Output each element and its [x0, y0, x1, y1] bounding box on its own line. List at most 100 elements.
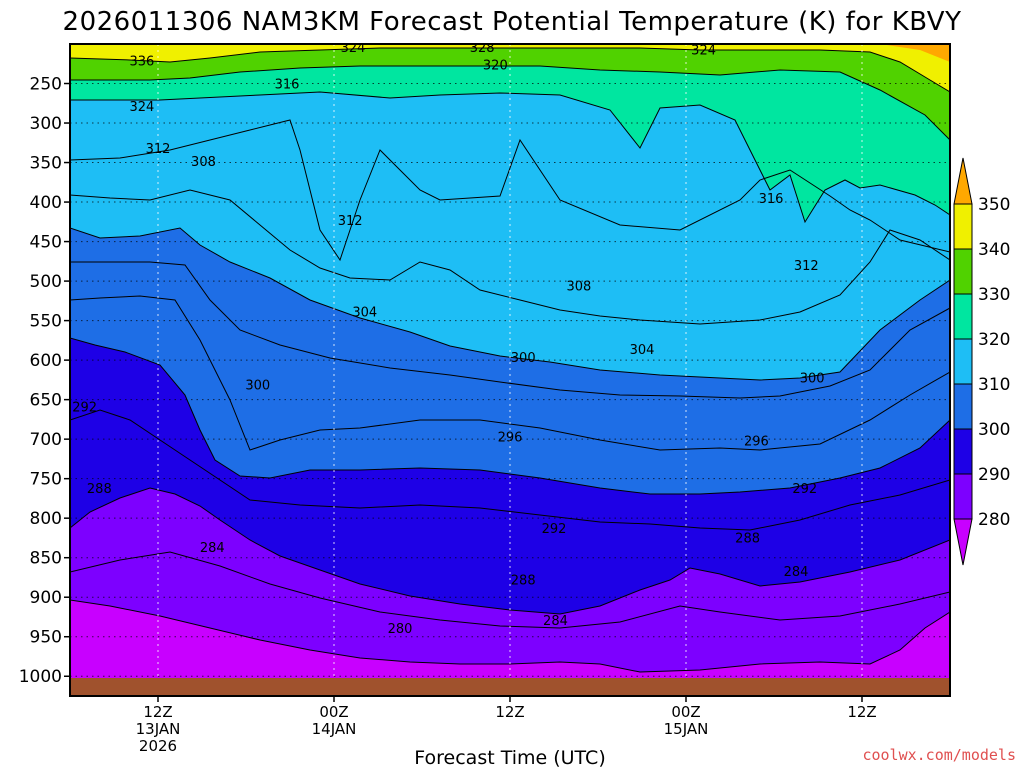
- contour-label: 292: [542, 522, 567, 537]
- colorbar-tick-label: 300: [978, 420, 1010, 440]
- plot-area: 324 328 324 336 320 316 324 312 308 316 312 312 308 3…: [70, 41, 950, 696]
- contour-labels: 324 328 324 336 320 316 324 312 308 316 312 312 308 3…: [72, 41, 825, 637]
- isentrope-line: [70, 337, 950, 495]
- contour-label: 316: [275, 77, 300, 92]
- colorbar: 280 290 300 310 320 330 340 350: [953, 157, 1010, 566]
- isentrope-line: [70, 91, 950, 224]
- contour-label: 288: [87, 482, 112, 497]
- colorbar-tick-label: 320: [978, 330, 1010, 350]
- isentrope-line: [70, 189, 950, 325]
- contour-label: 312: [146, 142, 171, 157]
- contour-label: 296: [498, 431, 523, 446]
- contour-label: 336: [129, 54, 154, 69]
- contour-label: 300: [511, 351, 536, 366]
- band-280-290: [70, 488, 950, 696]
- y-tick-label: 1000: [19, 667, 62, 687]
- isentrope-line: [70, 65, 950, 141]
- contour-label: 324: [129, 100, 154, 115]
- y-tick-label: 600: [30, 351, 62, 371]
- colorbar-segment: [953, 203, 973, 250]
- colorbar-tick-label: 340: [978, 240, 1010, 260]
- contour-label: 324: [691, 43, 716, 58]
- contour-label: 304: [352, 306, 377, 321]
- band-above-350: [880, 44, 950, 62]
- y-tick-label: 250: [30, 75, 62, 95]
- contour-label: 292: [792, 482, 817, 497]
- colorbar-tick-label: 290: [978, 465, 1010, 485]
- x-tick-label: 12Z: [495, 703, 524, 721]
- colorbar-segment: [953, 428, 973, 475]
- contour-label: 308: [567, 280, 592, 295]
- contour-label: 292: [72, 401, 97, 416]
- colorbar-tick-label: 330: [978, 285, 1010, 305]
- isentrope-line: [70, 295, 950, 451]
- x-tick-label: 15JAN: [664, 720, 709, 738]
- colorbar-segment: [953, 293, 973, 340]
- y-tick-label: 650: [30, 391, 62, 411]
- terrain-ground: [70, 678, 950, 696]
- band-below-280: [70, 600, 950, 696]
- colorbar-tick-label: 280: [978, 510, 1010, 530]
- y-axis: 250 300 350 400 450 500 550 600 650 700 750 800 850 9…: [19, 75, 70, 687]
- contour-label: 284: [543, 614, 568, 629]
- band-330-340: [70, 44, 950, 140]
- contour-label: 288: [735, 532, 760, 547]
- contour-label: 296: [744, 435, 769, 450]
- contour-label: 284: [200, 541, 225, 556]
- y-tick-label: 950: [30, 628, 62, 648]
- contour-label: 288: [511, 574, 536, 589]
- x-tick-label: 14JAN: [312, 720, 357, 738]
- contour-label: 284: [784, 565, 809, 580]
- isentrope-line: [70, 119, 950, 262]
- gridlines: [70, 44, 950, 696]
- colorbar-segment: [953, 383, 973, 430]
- colorbar-segment: [953, 248, 973, 295]
- contour-label: 312: [338, 214, 363, 229]
- x-axis-label: Forecast Time (UTC): [414, 747, 605, 768]
- contour-label: 312: [794, 259, 819, 274]
- x-tick-label: 12Z: [847, 703, 876, 721]
- y-tick-label: 350: [30, 154, 62, 174]
- y-tick-label: 400: [30, 193, 62, 213]
- band-320-330: [70, 44, 950, 222]
- isentrope-line: [70, 551, 950, 629]
- band-340-350: [70, 44, 950, 92]
- y-tick-label: 450: [30, 233, 62, 253]
- chart-title: 2026011306 NAM3KM Forecast Potential Tem…: [63, 7, 962, 37]
- isentrope-line: [70, 47, 950, 93]
- y-tick-label: 800: [30, 509, 62, 529]
- colorbar-tick-label: 310: [978, 375, 1010, 395]
- contour-label: 300: [245, 378, 270, 393]
- isentrope-line: [70, 487, 950, 615]
- contour-label: 300: [800, 371, 825, 386]
- y-tick-label: 700: [30, 430, 62, 450]
- x-tick-label: 13JAN: [136, 720, 181, 738]
- colorbar-extend-low: [953, 518, 973, 566]
- x-tick-label: 00Z: [319, 703, 348, 721]
- x-tick-label: 2026: [139, 737, 177, 755]
- colorbar-segment: [953, 338, 973, 385]
- colorbar-segment: [953, 473, 973, 520]
- y-tick-label: 300: [30, 114, 62, 134]
- contour-label: 320: [483, 58, 508, 73]
- x-tick-label: 00Z: [671, 703, 700, 721]
- isentrope-line: [70, 261, 950, 399]
- colorbar-extend-high: [953, 157, 973, 205]
- credit-link[interactable]: coolwx.com/models: [862, 746, 1016, 764]
- isentrope-line: [70, 409, 950, 531]
- contour-label: 328: [470, 41, 495, 56]
- y-tick-label: 900: [30, 588, 62, 608]
- contour-label: 280: [388, 622, 413, 637]
- colorbar-tick-label: 350: [978, 195, 1010, 215]
- y-tick-label: 550: [30, 312, 62, 332]
- contour-label: 304: [630, 343, 655, 358]
- contour-label: 308: [191, 155, 216, 170]
- contour-label: 324: [341, 41, 366, 56]
- y-tick-label: 850: [30, 549, 62, 569]
- y-tick-label: 500: [30, 272, 62, 292]
- contour-label: 316: [759, 192, 784, 207]
- x-tick-label: 12Z: [143, 703, 172, 721]
- y-tick-label: 750: [30, 470, 62, 490]
